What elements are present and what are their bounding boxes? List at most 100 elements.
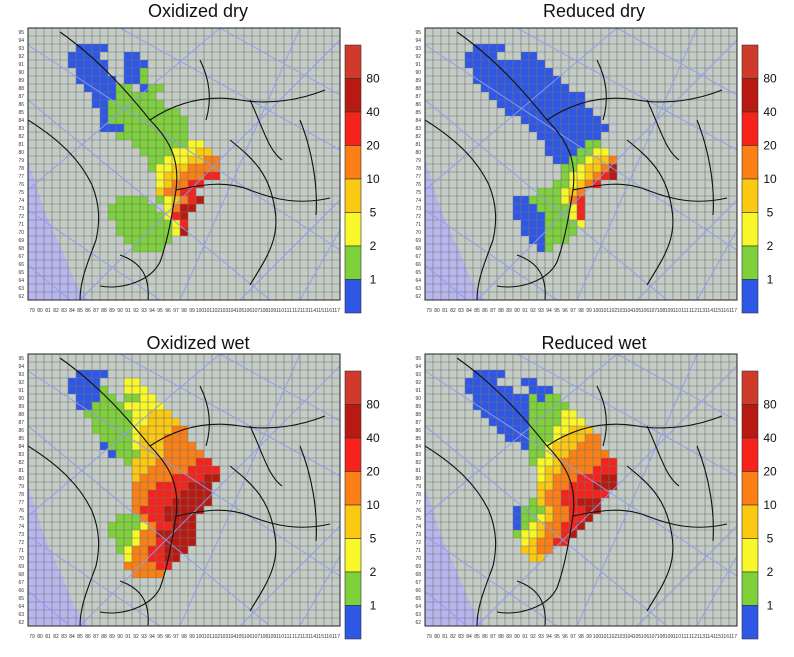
grid-cell [585,506,593,514]
grid-cell [132,442,140,450]
x-tick-label: 103 [617,308,626,314]
legend-label: 10 [366,172,380,186]
grid-cell [132,68,140,76]
grid-cell [116,196,124,204]
y-tick-label: 91 [18,388,24,394]
legend-label: 80 [763,72,777,86]
grid-cell [473,68,481,76]
y-tick-label: 73 [415,206,421,212]
meridian-line [28,535,161,626]
x-tick-label: 111 [284,308,292,314]
grid-cell [529,116,537,124]
grid-cell [148,140,156,148]
grid-cell [116,228,124,236]
legend-label: 80 [366,398,380,412]
x-tick-label: 103 [220,308,229,314]
grid-cell [124,410,132,418]
grid-cell [521,410,529,418]
y-tick-label: 67 [415,580,421,586]
x-tick-label: 108 [260,308,269,314]
grid-cell [537,402,545,410]
grid-cell [577,180,585,188]
grid-cell [609,458,617,466]
meridian-line [636,199,737,300]
grid-cell [545,506,553,514]
grid-cell [561,132,569,140]
x-tick-label: 100 [196,308,205,314]
grid-cell [569,172,577,180]
grid-cell [521,394,529,402]
grid-cell [553,228,561,236]
coastline [646,99,680,161]
grid-cell [140,474,148,482]
grid-cell [553,196,561,204]
meridian-line [425,99,668,300]
grid-cell [489,418,497,426]
grid-cell [577,124,585,132]
grid-cell [140,482,148,490]
grid-cell [188,506,196,514]
grid-cell [76,76,84,84]
grid-cell [561,522,569,530]
grid-cell [156,562,164,570]
grid-cell [204,164,212,172]
grid-cell [124,196,132,204]
y-tick-label: 73 [415,532,421,538]
grid-cell [172,220,180,228]
y-tick-label: 95 [415,30,421,36]
legend: 80 40 20 10 5 2 1 [741,370,777,640]
grid-cell [545,482,553,490]
legend-swatch [344,571,362,606]
grid-cell [537,124,545,132]
x-tick-label: 116 [721,308,729,314]
grid-cell [188,442,196,450]
y-tick-label: 74 [18,524,24,530]
meridian-line [636,525,737,626]
grid-cell [545,450,553,458]
grid-cell [156,570,164,578]
coastline [516,254,546,300]
grid-cell [545,132,553,140]
y-tick-label: 70 [18,556,24,562]
x-tick-label: 86 [85,308,91,314]
grid-cell [513,402,521,410]
grid-cell [148,442,156,450]
x-tick-label: 110 [276,308,284,314]
grid-cell [593,466,601,474]
x-tick-label: 95 [554,634,560,640]
grid-cell [585,514,593,522]
grid-cell [553,418,561,426]
y-tick-label: 77 [415,174,421,180]
x-tick-label: 115 [713,634,721,640]
grid-cell [521,514,529,522]
grid-cell [577,132,585,140]
grid-cell [156,172,164,180]
meridian-line [425,425,668,626]
grid-cell [148,108,156,116]
legend-swatch [741,78,759,113]
grid-cell [513,92,521,100]
grid-cell [569,140,577,148]
grid-cell [180,466,188,474]
grid-cell [561,116,569,124]
x-tick-label: 105 [633,308,642,314]
grid-cell [148,244,156,252]
meridians [425,354,737,626]
grid-cell [601,172,609,180]
grid-cell [481,44,489,52]
y-tick-label: 65 [415,596,421,602]
grid-cell [585,434,593,442]
x-tick-label: 113 [300,308,308,314]
grid-cell [529,386,537,394]
x-tick-label: 104 [625,308,634,314]
y-tick-label: 65 [18,270,24,276]
grid-cell [481,378,489,386]
grid-cell [529,530,537,538]
coastline [199,385,210,447]
x-tick-label: 107 [649,634,658,640]
grid-cell [148,554,156,562]
grid-cell [148,92,156,100]
grid-cell [521,522,529,530]
grid-cell [124,132,132,140]
grid-cell [92,410,100,418]
